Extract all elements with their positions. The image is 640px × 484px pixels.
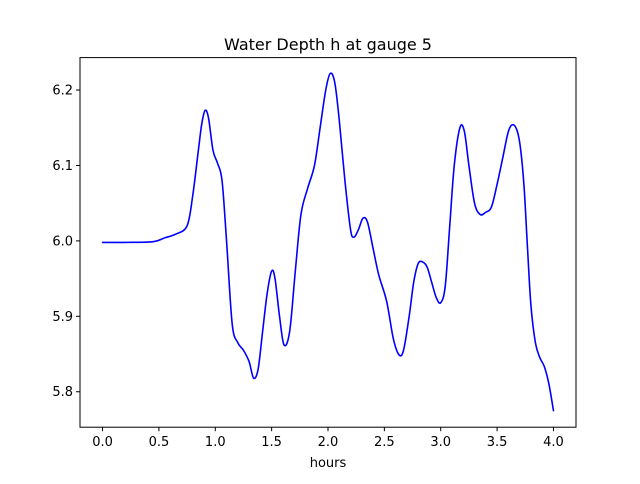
y-tick-label: 6.1 bbox=[52, 159, 73, 174]
series-layer bbox=[101, 72, 555, 412]
y-tick-label: 5.8 bbox=[52, 385, 73, 400]
series-line bbox=[101, 72, 555, 412]
x-tick-label: 2.5 bbox=[374, 435, 395, 450]
x-axis-ticks: 0.0 0.5 1.0 1.5 2.0 2.5 3.0 3.5 4.0 bbox=[92, 427, 564, 450]
x-tick-label: 0.5 bbox=[149, 435, 170, 450]
x-tick-label: 3.0 bbox=[430, 435, 451, 450]
x-tick-label: 4.0 bbox=[543, 435, 564, 450]
plot-frame bbox=[79, 57, 577, 428]
x-tick-label: 0.0 bbox=[92, 435, 113, 450]
x-tick-label: 1.0 bbox=[205, 435, 226, 450]
y-tick-label: 5.9 bbox=[52, 310, 73, 325]
y-tick-label: 6.0 bbox=[52, 234, 73, 249]
x-axis-label: hours bbox=[310, 456, 347, 471]
chart-title: Water Depth h at gauge 5 bbox=[224, 35, 432, 54]
x-tick-label: 1.5 bbox=[261, 435, 282, 450]
y-tick-label: 6.2 bbox=[52, 84, 73, 99]
x-tick-label: 3.5 bbox=[487, 435, 508, 450]
y-axis-ticks: 5.8 5.9 6.0 6.1 6.2 bbox=[52, 84, 80, 400]
x-tick-label: 2.0 bbox=[318, 435, 339, 450]
